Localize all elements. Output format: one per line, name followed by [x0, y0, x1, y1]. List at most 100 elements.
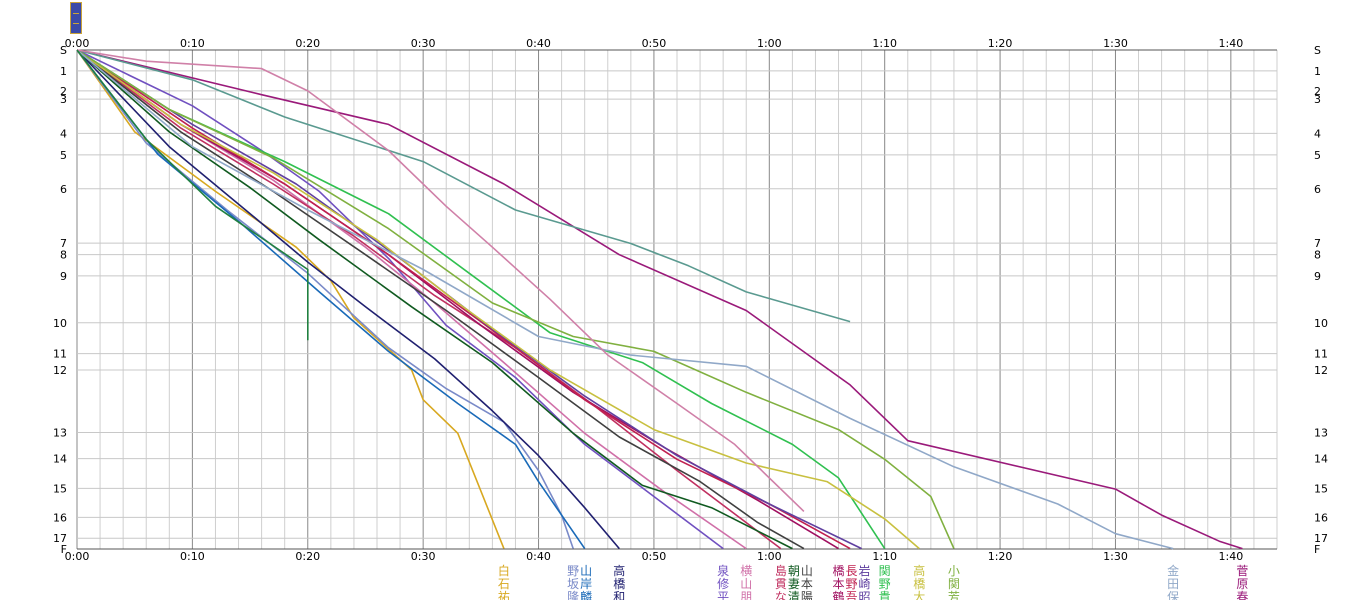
- x-tick-label-top: 0:00: [65, 37, 90, 50]
- x-tick-label-top: 0:20: [295, 37, 320, 50]
- y-tick-label-right: 13: [1314, 427, 1328, 440]
- series-line: [76, 49, 920, 550]
- y-tick-label-left: 16: [53, 511, 67, 524]
- y-tick-label-right: 10: [1314, 317, 1328, 330]
- runner-name-label: 小: [948, 564, 960, 578]
- y-tick-label-right: 15: [1314, 482, 1328, 495]
- series-line: [76, 49, 1243, 550]
- x-tick-label-top: 1:20: [988, 37, 1013, 50]
- runner-name-label: 朝: [788, 564, 800, 578]
- y-tick-label-left: 3: [60, 93, 67, 106]
- series-line: [76, 49, 782, 550]
- runner-name-label: 朋: [740, 590, 752, 600]
- series-line: [76, 49, 839, 550]
- runner-name-label: 和: [613, 590, 625, 600]
- runner-name-label: 本: [833, 577, 845, 591]
- runner-name-label: 高: [913, 563, 925, 578]
- x-tick-label-top: 0:50: [642, 37, 667, 50]
- runner-name-label: 橋: [913, 577, 925, 591]
- runner-name-label: 石: [498, 577, 510, 591]
- runner-name-label: 平: [717, 590, 729, 600]
- logo-icon: [70, 2, 82, 34]
- x-tick-label-top: 1:10: [872, 37, 897, 50]
- x-tick-label-top: 1:00: [757, 37, 782, 50]
- x-tick-label-top: 0:10: [180, 37, 205, 50]
- runner-name-label: 昭: [859, 590, 871, 600]
- runner-name-label: 橋: [833, 564, 845, 578]
- runner-name-label: 野: [567, 564, 579, 578]
- runner-name-label: 貴: [879, 590, 891, 600]
- y-tick-label-right: S: [1314, 44, 1321, 57]
- y-tick-label-left: 14: [53, 453, 67, 466]
- runner-name-label: 高: [613, 563, 625, 578]
- series-line: [76, 49, 724, 550]
- y-tick-label-right: 12: [1314, 364, 1328, 377]
- y-tick-label-left: 15: [53, 482, 67, 495]
- runner-name-label: 吾: [846, 590, 858, 600]
- x-tick-label-top: 0:40: [526, 37, 551, 50]
- runner-name-label: 山: [740, 577, 752, 591]
- y-tick-label-right: F: [1314, 543, 1320, 556]
- x-tick-label-bottom: 0:30: [411, 550, 436, 563]
- runner-name-label: 祐: [498, 590, 510, 600]
- runner-name-label: 野: [846, 577, 858, 591]
- series-line: [76, 49, 620, 550]
- y-tick-label-right: 7: [1314, 237, 1321, 250]
- runner-name-label: 菅: [1236, 564, 1248, 578]
- series-line: [76, 49, 805, 550]
- x-tick-label-bottom: 0:20: [295, 550, 320, 563]
- runner-name-label: 修: [717, 576, 729, 591]
- runner-name-label: 金: [1167, 563, 1179, 578]
- x-tick-label-top: 0:30: [411, 37, 436, 50]
- y-tick-label-right: 6: [1314, 183, 1321, 196]
- series-line: [76, 49, 574, 549]
- x-tick-label-bottom: 1:00: [757, 550, 782, 563]
- x-tick-label-bottom: 0:50: [642, 550, 667, 563]
- runner-name-label: 麟: [580, 589, 592, 600]
- runner-name-label: 田: [1167, 577, 1179, 591]
- series-line: [76, 49, 505, 549]
- runner-name-label: 本: [801, 577, 813, 591]
- y-tick-label-left: 4: [60, 127, 67, 140]
- runner-name-label: 大: [913, 590, 925, 600]
- runner-name-label: 貫: [775, 577, 787, 591]
- y-tick-label-right: 2: [1314, 85, 1321, 98]
- runner-name-label: 橋: [613, 577, 625, 591]
- runner-name-label: 崎: [859, 577, 871, 591]
- y-tick-label-right: 5: [1314, 149, 1321, 162]
- runner-name-label: 山: [580, 564, 592, 578]
- y-tick-label-left: 9: [60, 270, 67, 283]
- x-tick-label-bottom: 0:00: [65, 550, 90, 563]
- y-tick-label-left: 10: [53, 317, 67, 330]
- runner-name-label: 岩: [859, 563, 871, 578]
- runner-name-label: な: [775, 590, 787, 600]
- y-tick-label-right: 9: [1314, 270, 1321, 283]
- runner-name-label: 関: [948, 577, 960, 591]
- series-line: [76, 49, 793, 550]
- series-line: [76, 49, 886, 550]
- runner-name-label: 長: [846, 564, 858, 578]
- x-tick-label-top: 1:40: [1218, 37, 1243, 50]
- runner-name-label: 島: [775, 563, 787, 578]
- y-tick-label-left: 17: [53, 532, 67, 545]
- runner-name-label: 清: [788, 590, 800, 600]
- y-tick-label-left: S: [60, 44, 67, 57]
- runner-name-label: 陽: [801, 590, 813, 600]
- runner-name-label: 保: [1167, 590, 1179, 600]
- y-tick-label-right: 1: [1314, 65, 1321, 78]
- x-tick-label-bottom: 1:30: [1103, 550, 1128, 563]
- runner-name-label: 山: [801, 564, 813, 578]
- y-tick-label-left: 2: [60, 85, 67, 98]
- runner-name-label: 芳: [948, 590, 960, 600]
- y-tick-label-left: 5: [60, 149, 67, 162]
- runner-name-label: 原: [1236, 577, 1248, 591]
- y-tick-label-left: 8: [60, 249, 67, 262]
- y-tick-label-left: F: [61, 543, 67, 556]
- x-tick-label-top: 1:30: [1103, 37, 1128, 50]
- x-tick-label-bottom: 1:10: [872, 550, 897, 563]
- runner-name-label: 妻: [788, 577, 800, 591]
- y-tick-label-right: 14: [1314, 453, 1328, 466]
- y-tick-label-right: 16: [1314, 511, 1328, 524]
- x-tick-label-bottom: 1:20: [988, 550, 1013, 563]
